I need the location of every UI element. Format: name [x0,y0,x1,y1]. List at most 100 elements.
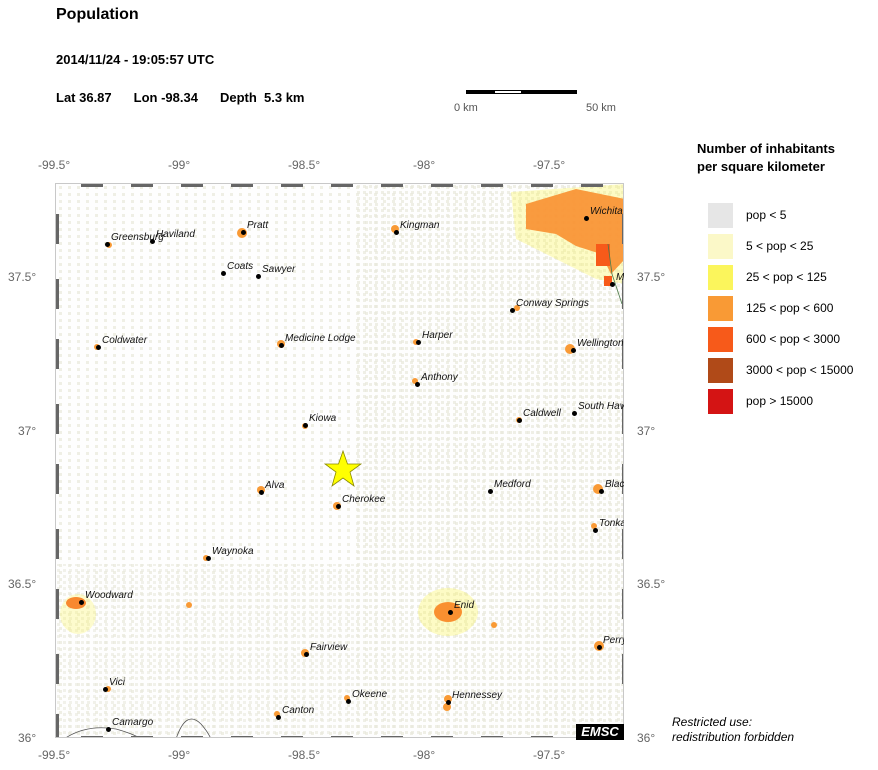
city-marker-icon[interactable] [259,490,264,495]
city-label: Haviland [156,229,195,240]
city-marker-icon[interactable] [599,489,604,494]
legend-label: 5 < pop < 25 [746,239,814,253]
city-label: Medicine Lodge [285,333,356,344]
city-marker-icon[interactable] [150,239,155,244]
legend-swatch [708,326,733,352]
lat-tick-right: 37° [637,424,656,438]
city-marker-icon[interactable] [106,727,111,732]
lon-tick-bottom: -98° [413,748,436,762]
lon-tick-top: -99.5° [38,158,71,172]
legend-item: pop > 15000 [708,388,813,414]
legend-item: 3000 < pop < 15000 [708,357,853,383]
legend-swatch [708,264,733,290]
legend-item: 25 < pop < 125 [708,264,827,290]
city-marker-icon[interactable] [336,504,341,509]
city-label: Wichita [590,206,623,217]
city-marker-icon[interactable] [346,699,351,704]
usage-notice-line1: Restricted use: [672,715,753,729]
city-label: Anthony [421,372,458,383]
legend-title-line1: Number of inhabitants [697,141,835,156]
city-label: Mulvane [616,272,624,283]
city-marker-icon[interactable] [610,282,615,287]
lon-tick-top: -98° [413,158,436,172]
city-label: Medford [494,479,531,490]
scale-start-label: 0 km [454,102,478,114]
lon-tick-bottom: -97.5° [533,748,566,762]
legend-item: 5 < pop < 25 [708,233,813,259]
city-label: Pratt [247,220,269,231]
scale-end-label: 50 km [586,102,616,114]
city-marker-icon[interactable] [597,645,602,650]
legend-swatch [708,233,733,259]
event-datetime: 2014/11/24 - 19:05:57 UTC [56,52,215,67]
lat-tick-left: 37.5° [8,270,37,284]
lon-tick-bottom: -98.5° [288,748,321,762]
lat-tick-right: 36.5° [637,577,666,591]
city-label: Kingman [400,220,440,231]
city-marker-icon[interactable] [79,600,84,605]
city-marker-icon[interactable] [446,700,451,705]
city-label: Blackwell [605,479,624,490]
city-marker-icon[interactable] [279,343,284,348]
city-marker-icon[interactable] [96,345,101,350]
city-label: Wellington [577,338,624,349]
event-depth: Depth 5.3 km [219,90,305,105]
lon-tick-top: -97.5° [533,158,566,172]
event-longitude: Lon -98.34 [133,90,198,105]
legend-label: 600 < pop < 3000 [746,332,841,346]
legend-title-line2: per square kilometer [697,159,825,174]
population-map[interactable] [55,183,624,738]
map-title: Population [56,6,139,23]
legend-item: pop < 5 [708,202,786,228]
city-marker-icon[interactable] [517,418,522,423]
legend-swatch [708,295,733,321]
city-label: Woodward [85,590,133,601]
city-marker-icon[interactable] [105,242,110,247]
legend-label: 25 < pop < 125 [746,270,827,284]
city-marker-icon[interactable] [415,382,420,387]
legend-label: pop < 5 [746,208,787,222]
city-marker-icon[interactable] [593,528,598,533]
lon-tick-bottom: -99° [168,748,191,762]
city-marker-icon[interactable] [304,652,309,657]
city-marker-icon[interactable] [572,411,577,416]
lon-tick-bottom: -99.5° [38,748,71,762]
city-label: Kiowa [309,413,337,424]
city-marker-icon[interactable] [206,556,211,561]
city-marker-icon[interactable] [488,489,493,494]
scale-bar [466,90,577,95]
city-marker-icon[interactable] [103,687,108,692]
legend-swatch [708,202,733,228]
city-marker-icon[interactable] [221,271,226,276]
lat-tick-left: 37° [18,424,37,438]
lon-tick-top: -98.5° [288,158,321,172]
epicenter-star-icon[interactable] [324,450,362,488]
city-marker-icon[interactable] [571,348,576,353]
city-marker-icon[interactable] [510,308,515,313]
legend-swatch [708,357,733,383]
usage-notice: Restricted use: redistribution forbidden [672,715,794,745]
city-label: Vici [109,677,125,688]
legend-label: 125 < pop < 600 [746,301,834,315]
city-label: Caldwell [523,408,561,419]
legend-title: Number of inhabitants per square kilomet… [697,140,835,176]
legend-item: 600 < pop < 3000 [708,326,840,352]
city-marker-icon[interactable] [448,610,453,615]
city-label: Cherokee [342,494,386,505]
lat-tick-right: 36° [637,731,656,745]
city-marker-icon[interactable] [416,340,421,345]
city-marker-icon[interactable] [303,423,308,428]
legend-label: 3000 < pop < 15000 [746,363,854,377]
legend-swatch [708,388,733,414]
city-marker-icon[interactable] [394,230,399,235]
city-label: Alva [265,480,285,491]
lat-tick-left: 36° [18,731,37,745]
city-marker-icon[interactable] [241,230,246,235]
city-marker-icon[interactable] [276,715,281,720]
city-label: Canton [282,705,315,716]
usage-notice-line2: redistribution forbidden [672,730,795,744]
city-label: Coats [227,261,254,272]
city-marker-icon[interactable] [584,216,589,221]
city-label: Perry [603,635,624,646]
city-marker-icon[interactable] [256,274,261,279]
